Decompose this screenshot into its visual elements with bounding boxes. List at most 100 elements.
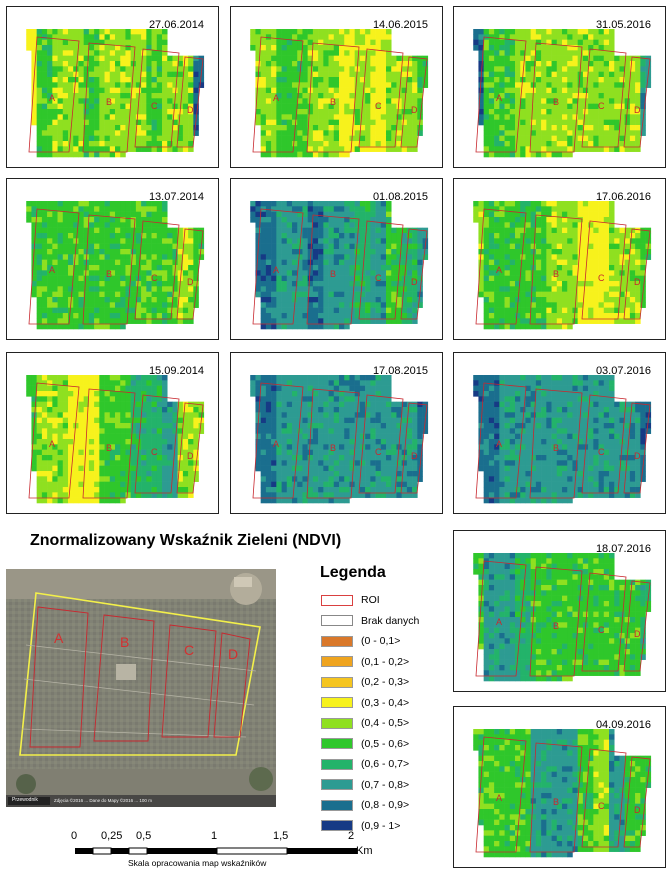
ndvi-cell (541, 302, 547, 308)
ndvi-cell (99, 375, 105, 381)
ndvi-cell (567, 233, 573, 239)
ndvi-cell (609, 109, 615, 115)
ndvi-cell (499, 50, 505, 56)
ndvi-cell (488, 249, 495, 255)
ndvi-cell (365, 119, 371, 126)
ndvi-cell (135, 50, 142, 56)
ndvi-cell (406, 77, 413, 83)
ndvi-cell (412, 318, 418, 324)
ndvi-cell (339, 151, 345, 158)
ndvi-cell (292, 238, 298, 244)
ndvi-cell (73, 439, 79, 445)
ndvi-cell (286, 313, 293, 319)
ndvi-cell (530, 281, 537, 287)
ndvi-cell (619, 286, 625, 292)
ndvi-cell (588, 297, 594, 303)
ndvi-cell (151, 307, 158, 314)
ndvi-cell (525, 103, 531, 110)
ndvi-cell (276, 119, 282, 126)
ndvi-cell (396, 87, 402, 94)
ndvi-cell (380, 130, 387, 136)
ndvi-cell (582, 286, 589, 292)
ndvi-cell (370, 243, 376, 250)
ndvi-cell (318, 302, 324, 308)
ndvi-cell (488, 307, 495, 314)
ndvi-cell (151, 455, 158, 461)
ndvi-cell (609, 66, 615, 72)
ndvi-cell (593, 211, 599, 218)
ndvi-cell (494, 270, 500, 276)
ndvi-cell (167, 259, 173, 266)
ndvi-cell (302, 217, 308, 223)
ndvi-cell (567, 151, 573, 158)
ndvi-cell (88, 109, 95, 115)
ndvi-cell (598, 125, 605, 131)
ndvi-cell (41, 87, 48, 94)
ndvi-cell (349, 93, 355, 99)
ndvi-cell (162, 313, 168, 319)
ndvi-cell (99, 87, 105, 94)
ndvi-cell (182, 439, 189, 445)
ndvi-cell (386, 50, 392, 56)
ndvi-cell (281, 227, 288, 234)
ndvi-cell (120, 114, 126, 120)
ndvi-cell (333, 233, 340, 239)
ndvi-cell (349, 217, 355, 223)
ndvi-cell (94, 206, 100, 212)
ndvi-cell (556, 45, 563, 51)
ndvi-cell (141, 45, 147, 51)
ndvi-cell (31, 286, 37, 292)
ndvi-cell (302, 103, 308, 110)
ndvi-cell (57, 77, 64, 83)
ndvi-cell (41, 439, 48, 445)
ndvi-cell (535, 243, 542, 250)
ndvi-cell (572, 275, 578, 282)
ndvi-cell (271, 109, 277, 115)
ndvi-cell (312, 125, 319, 131)
ndvi-cell (73, 455, 79, 461)
ndvi-cell (162, 302, 168, 308)
ndvi-cell (115, 103, 121, 110)
ndvi-cell (344, 34, 350, 40)
ndvi-cell (125, 211, 131, 218)
ndvi-cell (281, 109, 288, 115)
ndvi-cell (68, 455, 74, 461)
ndvi-cell (333, 135, 340, 142)
ndvi-cell (94, 114, 100, 120)
ndvi-cell (593, 130, 599, 136)
ndvi-cell (515, 39, 521, 46)
ndvi-cell (62, 103, 69, 110)
ndvi-cell (141, 243, 147, 250)
ndvi-cell (530, 206, 537, 212)
ndvi-cell (488, 61, 495, 67)
ndvi-cell (172, 135, 178, 142)
ndvi-cell (551, 45, 558, 51)
ndvi-cell (551, 34, 558, 40)
ndvi-cell (109, 45, 116, 51)
ndvi-cell (370, 281, 376, 287)
ndvi-cell (556, 233, 563, 239)
ndvi-cell (41, 428, 48, 434)
ndvi-cell (391, 87, 397, 94)
ndvi-cell (109, 141, 116, 147)
ndvi-cell (162, 380, 168, 386)
ndvi-cell (172, 275, 178, 282)
ndvi-cell (31, 61, 37, 67)
ndvi-cell (94, 291, 100, 298)
ndvi-cell (151, 238, 158, 244)
ndvi-cell (603, 227, 610, 234)
ndvi-cell (354, 281, 361, 287)
ndvi-cell (577, 313, 584, 319)
ndvi-cell (271, 50, 277, 56)
ndvi-cell (515, 259, 521, 266)
ndvi-cell (359, 307, 366, 314)
ndvi-cell (588, 286, 594, 292)
ndvi-cell (535, 286, 542, 292)
ndvi-cell (255, 265, 261, 271)
ndvi-cell (478, 238, 484, 244)
ndvi-cell (31, 87, 37, 94)
ndvi-cell (567, 243, 573, 250)
ndvi-cell (88, 211, 95, 218)
ndvi-cell (146, 77, 152, 83)
